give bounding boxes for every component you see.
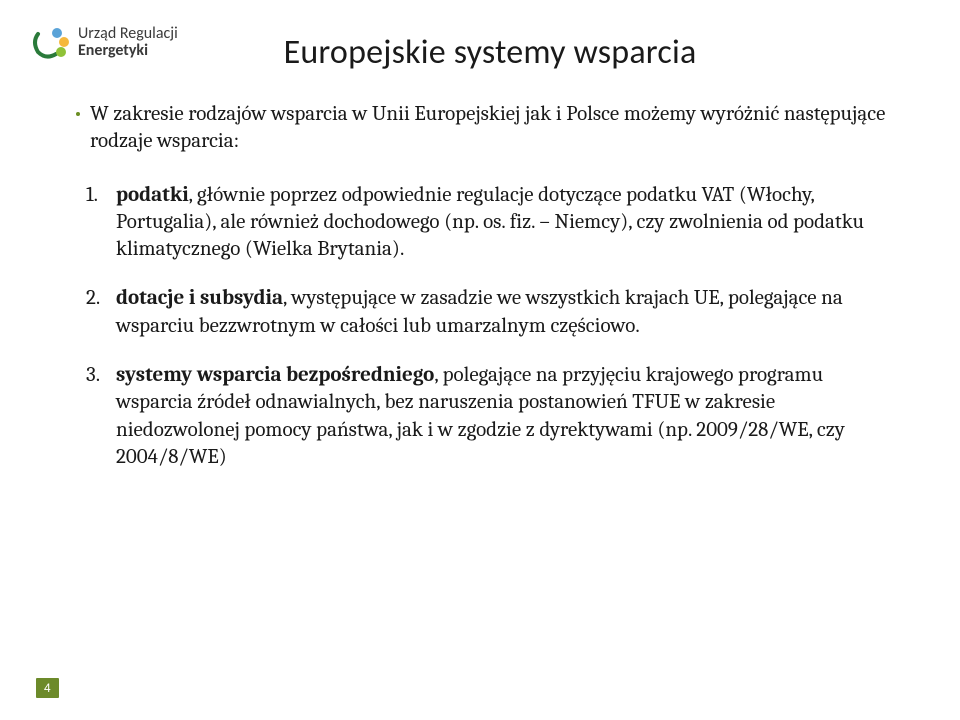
support-types-list: podatki, głównie poprzez odpowiednie reg… [80,182,900,472]
slide-title: Europejskie systemy wsparcia [80,32,900,73]
bullet-dot-icon [76,112,80,116]
list-item: podatki, głównie poprzez odpowiednie reg… [108,182,900,264]
slide: Urząd Regulacji Energetyki Europejskie s… [0,0,960,720]
list-item-term: dotacje i subsydia [116,286,283,310]
intro-paragraph: W zakresie rodzajów wsparcia w Unii Euro… [90,101,890,156]
list-item-term: podatki [116,183,189,207]
list-item: dotacje i subsydia, występujące w zasadz… [108,285,900,340]
list-item-term: systemy wsparcia bezpośredniego [116,363,434,387]
org-logo: Urząd Regulacji Energetyki [28,22,178,64]
list-item-rest: , głównie poprzez odpowiednie regulacje … [116,183,864,262]
intro-text: W zakresie rodzajów wsparcia w Unii Euro… [90,102,885,153]
list-item: systemy wsparcia bezpośredniego, polegaj… [108,362,900,471]
page-number-badge: 4 [36,678,59,698]
logo-text-line2: Energetyki [78,43,178,60]
logo-mark-icon [28,22,70,64]
